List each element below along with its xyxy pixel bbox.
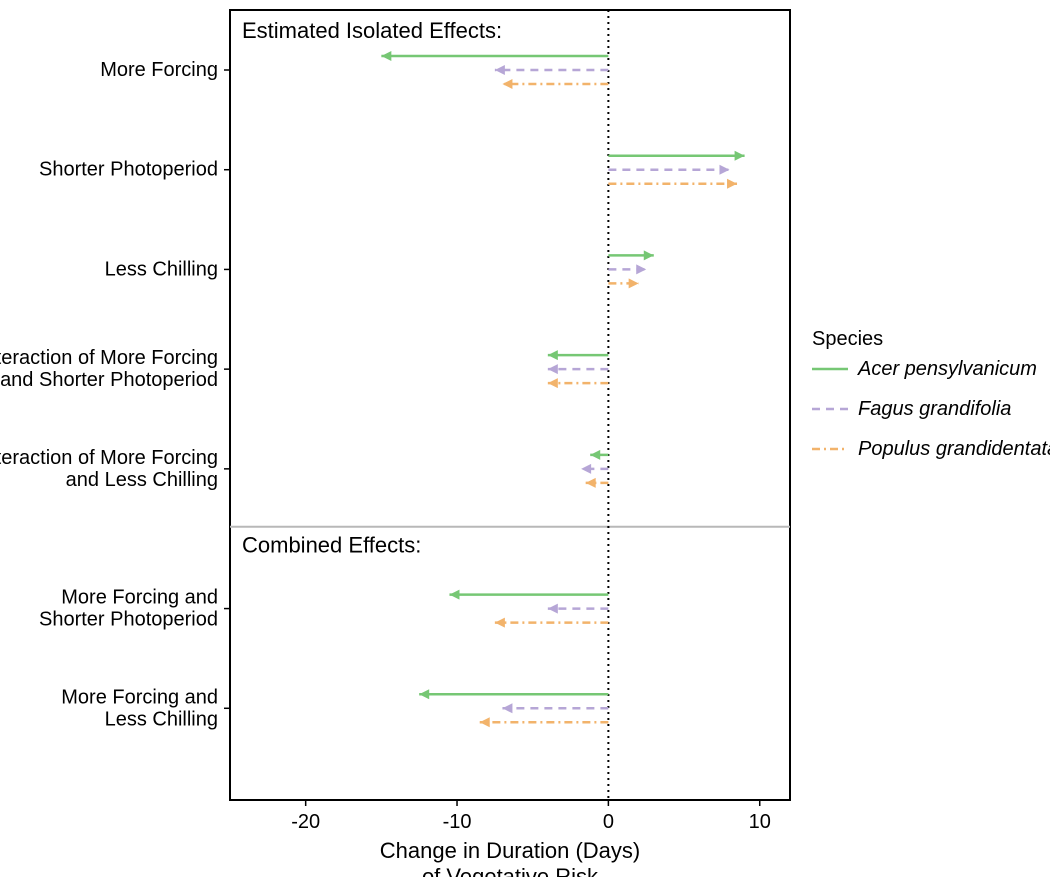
legend-label: Fagus grandifolia — [858, 398, 1011, 420]
row-label: Less Chilling — [105, 258, 218, 280]
x-tick-label: 0 — [603, 811, 614, 833]
legend-title: Species — [812, 328, 883, 350]
x-tick-label: -20 — [291, 811, 320, 833]
row-label: and Shorter Photoperiod — [0, 369, 218, 391]
row-label: Less Chilling — [105, 708, 218, 730]
row-label: and Less Chilling — [66, 469, 218, 491]
chart-container: Estimated Isolated Effects: Combined Effe… — [0, 0, 1050, 877]
row-label: Shorter Photoperiod — [39, 159, 218, 181]
x-tick-label: 10 — [749, 811, 771, 833]
section-header-isolated: Estimated Isolated Effects: — [242, 18, 502, 43]
x-tick-label: -10 — [443, 811, 472, 833]
row-label: More Forcing and — [61, 587, 218, 609]
row-label: Interaction of More Forcing — [0, 347, 218, 369]
arrow-chart: Estimated Isolated Effects: Combined Effe… — [0, 0, 1050, 877]
row-label: Interaction of More Forcing — [0, 447, 218, 469]
row-label: More Forcing and — [61, 686, 218, 708]
x-axis-label-2: of Vegetative Risk — [422, 864, 599, 877]
row-label: Shorter Photoperiod — [39, 609, 218, 631]
legend-label: Populus grandidentata — [858, 438, 1050, 460]
x-axis-label-1: Change in Duration (Days) — [380, 838, 640, 863]
row-label: More Forcing — [100, 59, 218, 81]
legend-label: Acer pensylvanicum — [857, 358, 1037, 380]
section-header-combined: Combined Effects: — [242, 533, 421, 558]
